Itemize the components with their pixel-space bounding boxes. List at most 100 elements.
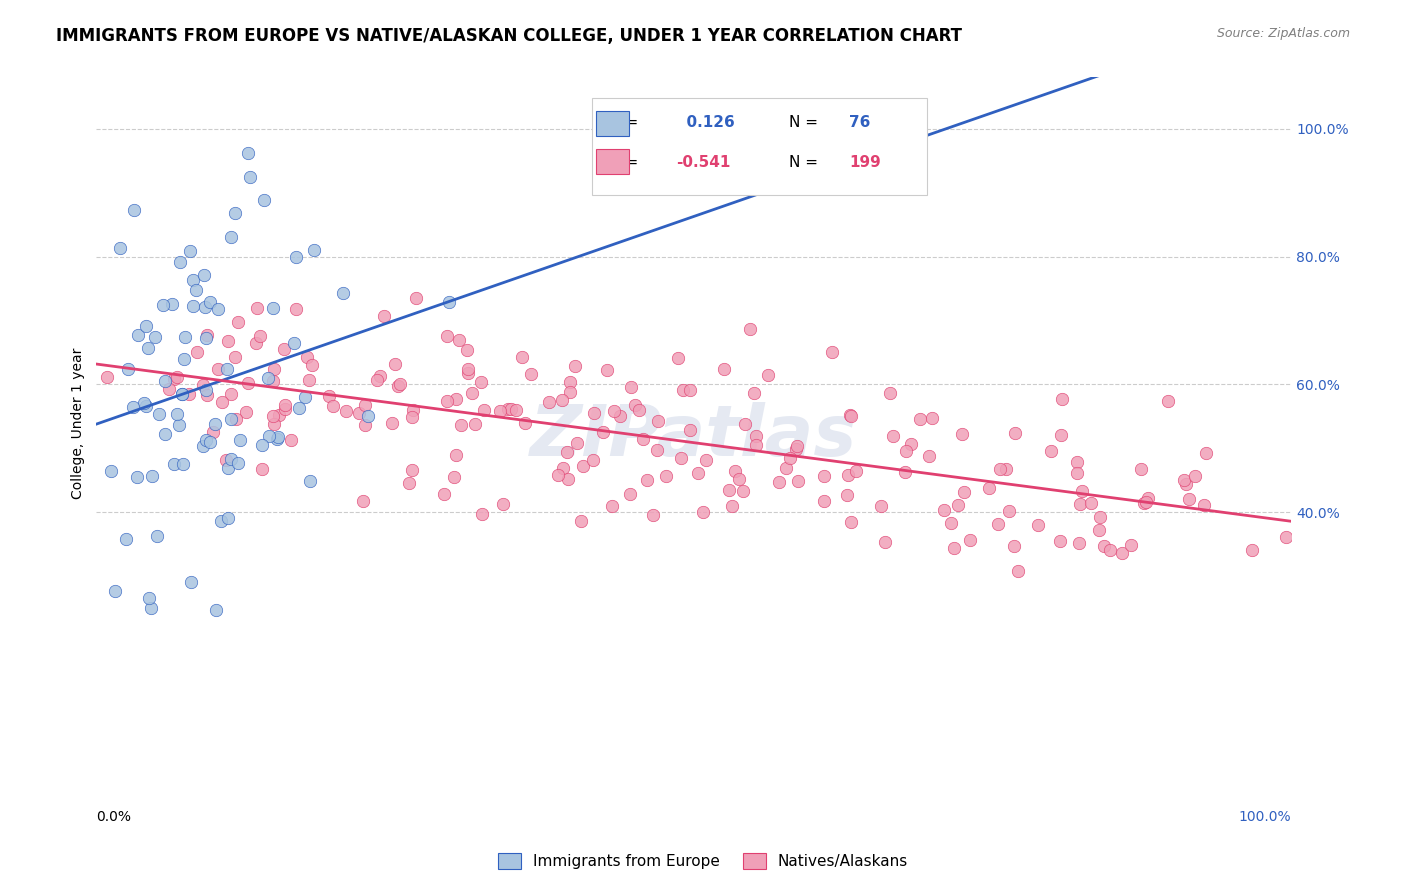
Immigrants from Europe <box>174 330 197 344</box>
Natives/Alaskans <box>157 382 180 396</box>
Natives/Alaskans <box>456 343 478 357</box>
Natives/Alaskans <box>499 401 522 416</box>
Immigrants from Europe <box>173 351 195 366</box>
Immigrants from Europe <box>217 510 239 524</box>
Natives/Alaskans <box>250 461 273 475</box>
Natives/Alaskans <box>603 403 626 417</box>
Natives/Alaskans <box>186 344 208 359</box>
Text: Source: ZipAtlas.com: Source: ZipAtlas.com <box>1216 27 1350 40</box>
Natives/Alaskans <box>572 459 595 474</box>
Immigrants from Europe <box>302 243 325 257</box>
Natives/Alaskans <box>191 377 214 392</box>
Immigrants from Europe <box>172 457 194 471</box>
Natives/Alaskans <box>547 468 569 483</box>
Immigrants from Europe <box>239 169 262 184</box>
Natives/Alaskans <box>896 443 918 458</box>
Natives/Alaskans <box>813 493 835 508</box>
Immigrants from Europe <box>148 407 170 421</box>
Immigrants from Europe <box>224 206 246 220</box>
Natives/Alaskans <box>592 425 614 439</box>
Natives/Alaskans <box>600 499 623 513</box>
Natives/Alaskans <box>505 403 527 417</box>
Natives/Alaskans <box>813 468 835 483</box>
Immigrants from Europe <box>104 584 127 599</box>
Immigrants from Europe <box>139 601 162 615</box>
Immigrants from Europe <box>117 362 139 376</box>
Bar <box>596 111 630 136</box>
Natives/Alaskans <box>405 291 427 305</box>
Immigrants from Europe <box>127 328 149 343</box>
Natives/Alaskans <box>298 373 321 387</box>
Immigrants from Europe <box>217 460 239 475</box>
Natives/Alaskans <box>631 432 654 446</box>
Natives/Alaskans <box>384 358 406 372</box>
Natives/Alaskans <box>262 375 284 389</box>
Natives/Alaskans <box>211 394 233 409</box>
Natives/Alaskans <box>224 350 246 364</box>
Natives/Alaskans <box>449 333 471 347</box>
Natives/Alaskans <box>582 453 605 467</box>
Immigrants from Europe <box>132 396 155 410</box>
Natives/Alaskans <box>381 416 404 430</box>
Natives/Alaskans <box>387 379 409 393</box>
Natives/Alaskans <box>946 498 969 512</box>
Natives/Alaskans <box>457 362 479 376</box>
Natives/Alaskans <box>402 403 425 417</box>
Immigrants from Europe <box>204 417 226 432</box>
Natives/Alaskans <box>335 403 357 417</box>
Natives/Alaskans <box>785 442 807 456</box>
Immigrants from Europe <box>284 250 307 264</box>
Natives/Alaskans <box>636 473 658 487</box>
FancyBboxPatch shape <box>592 98 927 194</box>
Natives/Alaskans <box>1026 518 1049 533</box>
Immigrants from Europe <box>238 145 260 160</box>
Natives/Alaskans <box>274 402 297 417</box>
Natives/Alaskans <box>1274 530 1296 544</box>
Natives/Alaskans <box>821 344 844 359</box>
Natives/Alaskans <box>1137 491 1160 505</box>
Immigrants from Europe <box>267 430 290 444</box>
Natives/Alaskans <box>280 433 302 447</box>
Immigrants from Europe <box>172 387 194 401</box>
Immigrants from Europe <box>195 384 218 398</box>
Natives/Alaskans <box>724 464 747 478</box>
Immigrants from Europe <box>229 433 252 447</box>
Immigrants from Europe <box>160 297 183 311</box>
Natives/Alaskans <box>226 315 249 329</box>
Natives/Alaskans <box>488 404 510 418</box>
Immigrants from Europe <box>195 331 218 345</box>
Natives/Alaskans <box>839 409 862 423</box>
Natives/Alaskans <box>389 377 412 392</box>
Natives/Alaskans <box>627 403 650 417</box>
Text: R =: R = <box>610 115 644 130</box>
Natives/Alaskans <box>284 302 307 317</box>
Natives/Alaskans <box>373 309 395 323</box>
Natives/Alaskans <box>1039 443 1062 458</box>
Natives/Alaskans <box>678 383 700 397</box>
Natives/Alaskans <box>744 385 766 400</box>
Natives/Alaskans <box>163 372 186 386</box>
Natives/Alaskans <box>1080 496 1102 510</box>
Immigrants from Europe <box>219 230 242 244</box>
Natives/Alaskans <box>1184 468 1206 483</box>
Immigrants from Europe <box>298 475 321 489</box>
Natives/Alaskans <box>263 362 285 376</box>
Natives/Alaskans <box>263 417 285 431</box>
Immigrants from Europe <box>125 470 148 484</box>
Natives/Alaskans <box>1066 454 1088 468</box>
Natives/Alaskans <box>786 474 808 488</box>
Natives/Alaskans <box>986 516 1008 531</box>
Immigrants from Europe <box>146 529 169 543</box>
Natives/Alaskans <box>368 369 391 384</box>
Text: 0.126: 0.126 <box>676 115 735 130</box>
Immigrants from Europe <box>439 295 461 310</box>
Natives/Alaskans <box>225 411 247 425</box>
Immigrants from Europe <box>193 268 215 282</box>
Natives/Alaskans <box>267 409 290 423</box>
Natives/Alaskans <box>1133 496 1156 510</box>
Immigrants from Europe <box>294 390 316 404</box>
Natives/Alaskans <box>235 404 257 418</box>
Natives/Alaskans <box>669 451 692 466</box>
Natives/Alaskans <box>564 359 586 374</box>
Immigrants from Europe <box>252 438 274 452</box>
